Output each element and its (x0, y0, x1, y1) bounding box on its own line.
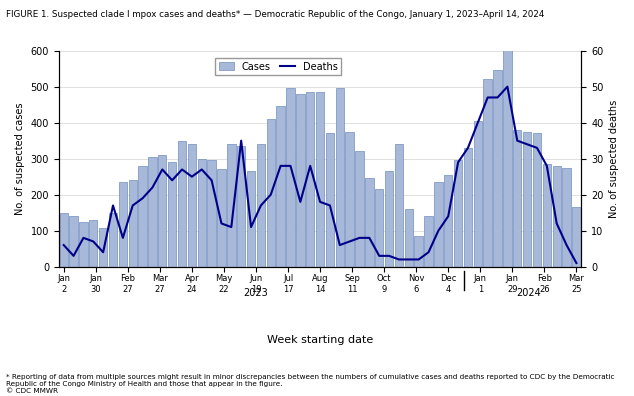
Bar (365, 179, 373, 267)
Bar (424, 216, 433, 267)
Bar (89, 220, 98, 267)
Y-axis label: No. of suspected deaths: No. of suspected deaths (609, 99, 619, 218)
Bar (148, 157, 157, 267)
Bar (109, 213, 117, 267)
Text: 2023: 2023 (243, 288, 268, 299)
Bar (296, 94, 304, 267)
Bar (79, 222, 87, 267)
Bar (158, 155, 167, 267)
Bar (217, 169, 226, 267)
Bar (444, 175, 453, 267)
Bar (99, 228, 107, 267)
Bar (207, 160, 216, 267)
Bar (503, 49, 512, 267)
Bar (454, 160, 462, 267)
Legend: Cases, Deaths: Cases, Deaths (215, 58, 341, 76)
Bar (129, 179, 137, 267)
Bar (533, 133, 541, 267)
Bar (513, 130, 521, 267)
Bar (178, 141, 186, 267)
Bar (346, 132, 354, 267)
Bar (543, 164, 551, 267)
Bar (493, 70, 501, 267)
Bar (385, 171, 393, 267)
Bar (463, 148, 472, 267)
Bar (395, 144, 403, 267)
Bar (188, 144, 196, 267)
Bar (375, 189, 384, 267)
Bar (198, 159, 206, 267)
Bar (355, 151, 364, 267)
Bar (227, 144, 235, 267)
Bar (306, 92, 314, 267)
Text: FIGURE 1. Suspected clade I mpox cases and deaths* — Democratic Republic of the : FIGURE 1. Suspected clade I mpox cases a… (6, 10, 545, 19)
Text: 2024: 2024 (516, 288, 541, 299)
Bar (247, 171, 256, 267)
Bar (552, 166, 561, 267)
Bar (316, 92, 324, 267)
Y-axis label: No. of suspected cases: No. of suspected cases (15, 103, 25, 215)
Bar (69, 216, 78, 267)
Text: * Reporting of data from multiple sources might result in minor discrepancies be: * Reporting of data from multiple source… (6, 374, 615, 387)
Bar (326, 133, 334, 267)
Bar (287, 88, 295, 267)
Bar (573, 207, 581, 267)
Bar (257, 144, 265, 267)
Bar (562, 168, 571, 267)
Bar (276, 107, 285, 267)
Text: © CDC MMWR: © CDC MMWR (6, 388, 58, 394)
Bar (474, 121, 482, 267)
Bar (415, 236, 423, 267)
Bar (138, 166, 147, 267)
Bar (404, 209, 413, 267)
Bar (335, 88, 344, 267)
Bar (60, 213, 68, 267)
Bar (266, 119, 275, 267)
Bar (168, 162, 176, 267)
Bar (523, 132, 531, 267)
Bar (119, 182, 127, 267)
X-axis label: Week starting date: Week starting date (267, 335, 373, 345)
Bar (434, 182, 443, 267)
Bar (484, 80, 492, 267)
Bar (237, 146, 245, 267)
